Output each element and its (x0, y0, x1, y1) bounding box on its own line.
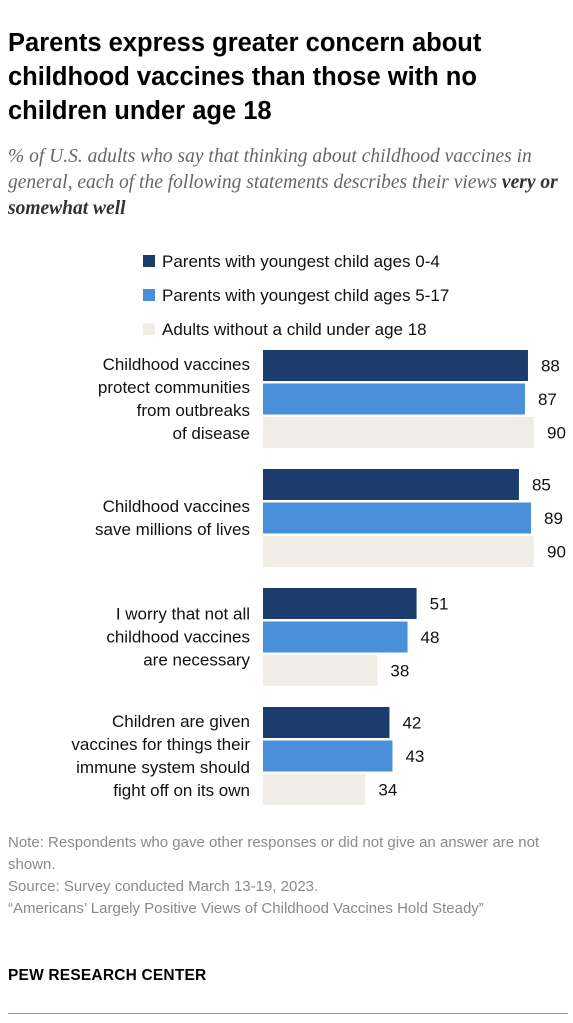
value-label-0-2: 90 (547, 424, 566, 443)
legend-label-1: Parents with youngest child ages 5-17 (162, 286, 449, 305)
category-label-3: Children are given vaccines for things th… (71, 712, 250, 800)
category-label-line: are necessary (143, 651, 250, 670)
category-label-line: Children are given (112, 712, 250, 731)
bar-1-1 (263, 502, 531, 534)
subtitle-emphasis: very or somewhat well (8, 172, 558, 219)
category-label-0: Childhood vaccines protect communities fro… (98, 355, 250, 443)
category-label-line: of disease (173, 424, 251, 443)
bar-0-0 (263, 350, 528, 381)
bottom-divider (8, 1013, 568, 1014)
bar-1-0 (263, 469, 519, 500)
bar-3-0 (263, 707, 390, 738)
chart-notes: Note: Respondents who gave other respons… (8, 832, 568, 920)
category-label-2: I worry that not all childhood vaccines ar… (106, 605, 250, 670)
category-label-line: save millions of lives (95, 520, 250, 539)
category-label-line: vaccines for things their (71, 735, 250, 754)
category-label-line: childhood vaccines (106, 628, 250, 647)
subtitle-text: % of U.S. adults who say that thinking a… (8, 146, 532, 193)
source-text: Source: Survey conducted March 13-19, 20… (8, 878, 319, 895)
legend-swatch-1 (143, 289, 155, 301)
value-label-0-0: 88 (541, 357, 560, 376)
bar-groups: Childhood vaccines protect communities fro… (71, 350, 566, 805)
legend-swatch-0 (143, 255, 155, 267)
bar-0-2 (263, 417, 534, 448)
category-label-line: immune system should (76, 758, 250, 777)
legend-swatch-2 (143, 323, 155, 335)
bar-group-3: Children are given vaccines for things th… (71, 707, 424, 805)
brand-name: PEW RESEARCH CENTER (8, 967, 207, 984)
legend: Parents with youngest child ages 0-4 Pare… (143, 252, 449, 339)
legend-label-2: Adults without a child under age 18 (162, 320, 427, 339)
bar-1-2 (263, 536, 534, 567)
report-title: “Americans’ Largely Positive Views of Ch… (8, 900, 484, 917)
bar-2-0 (263, 588, 417, 619)
bar-3-2 (263, 774, 366, 805)
category-label-line: Childhood vaccines (103, 497, 250, 516)
chart-subtitle: % of U.S. adults who say that thinking a… (8, 144, 568, 222)
value-label-1-1: 89 (544, 509, 563, 528)
category-label-line: fight off on its own (113, 781, 250, 800)
value-label-3-1: 43 (405, 747, 424, 766)
category-label-line: I worry that not all (116, 605, 250, 624)
bar-group-0: Childhood vaccines protect communities fro… (98, 350, 566, 448)
category-label-line: from outbreaks (137, 401, 250, 420)
note-text: Note: Respondents who gave other respons… (8, 834, 540, 873)
bar-2-2 (263, 655, 378, 686)
value-label-1-0: 85 (532, 476, 551, 495)
value-label-0-1: 87 (538, 390, 557, 409)
value-label-3-0: 42 (402, 714, 421, 733)
category-label-line: protect communities (98, 378, 250, 397)
value-label-2-2: 38 (390, 662, 409, 681)
bar-group-2: I worry that not all childhood vaccines ar… (106, 588, 448, 686)
value-label-1-2: 90 (547, 543, 566, 562)
bar-0-1 (263, 383, 525, 415)
category-label-line: Childhood vaccines (103, 355, 250, 374)
chart-title: Parents express greater concern about ch… (8, 29, 482, 125)
category-label-1: Childhood vaccines save millions of lives (95, 497, 250, 539)
value-label-2-1: 48 (421, 628, 440, 647)
value-label-2-0: 51 (430, 595, 449, 614)
bar-chart: Parents with youngest child ages 0-4 Pare… (71, 252, 566, 805)
bar-group-1: Childhood vaccines save millions of lives… (95, 469, 566, 567)
legend-label-0: Parents with youngest child ages 0-4 (162, 252, 440, 271)
bar-3-1 (263, 740, 393, 772)
value-label-3-2: 34 (378, 781, 397, 800)
bar-2-1 (263, 621, 408, 653)
